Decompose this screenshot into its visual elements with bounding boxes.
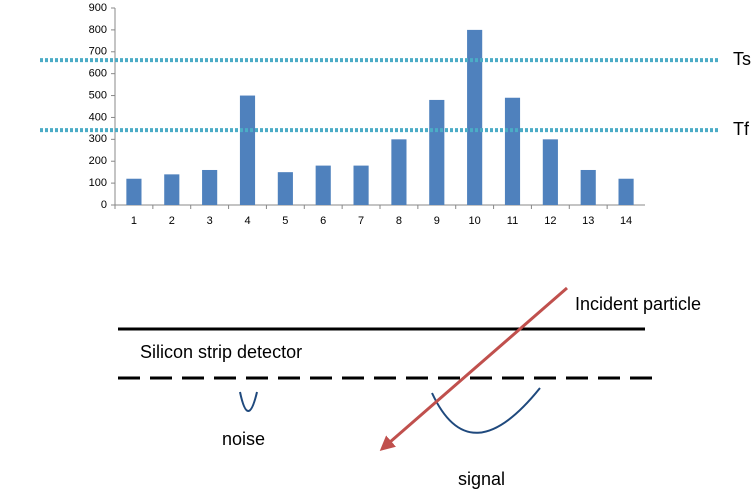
particle-label: Incident particle	[575, 294, 701, 314]
x-tick-label: 14	[620, 215, 632, 227]
bar	[504, 97, 521, 205]
x-tick-label: 5	[282, 215, 288, 227]
bar	[239, 95, 256, 205]
bar	[467, 29, 483, 206]
bar	[315, 165, 331, 205]
x-tick-label: 11	[507, 215, 518, 227]
x-tick-label: 13	[582, 215, 594, 227]
y-tick-label: 100	[89, 177, 107, 189]
x-tick-label: 6	[320, 215, 326, 227]
bar	[618, 178, 634, 205]
y-tick-label: 800	[89, 24, 107, 36]
x-tick-label: 8	[396, 215, 402, 227]
threshold-label: Ts	[733, 49, 751, 69]
y-tick-label: 0	[101, 199, 107, 211]
signal-label: signal	[458, 469, 505, 489]
noise-label: noise	[222, 429, 265, 449]
diagram: Incident particle Silicon strip detector…	[118, 286, 701, 489]
threshold-label: Tf	[733, 119, 750, 139]
bar	[542, 139, 558, 205]
particle-arrow	[379, 286, 568, 451]
bar	[277, 172, 293, 205]
x-tick-label: 3	[207, 215, 213, 227]
y-tick-label: 300	[89, 133, 107, 145]
y-tick-label: 400	[89, 111, 107, 123]
bar	[164, 174, 180, 205]
bar	[391, 139, 407, 205]
noise-pulse	[239, 391, 258, 412]
signal-pulse	[431, 387, 541, 434]
y-tick-label: 200	[89, 155, 107, 167]
y-tick-label: 700	[89, 46, 107, 58]
x-tick-label: 12	[544, 215, 556, 227]
bar	[202, 169, 218, 205]
detector-label: Silicon strip detector	[140, 342, 302, 362]
x-tick-label: 10	[469, 215, 481, 227]
bar	[580, 169, 596, 205]
x-tick-label: 4	[244, 215, 250, 227]
x-tick-label: 7	[358, 215, 364, 227]
y-tick-label: 900	[89, 2, 107, 14]
bar	[126, 178, 142, 205]
x-tick-label: 9	[434, 215, 440, 227]
x-tick-label: 2	[169, 215, 175, 227]
x-tick-label: 1	[131, 215, 137, 227]
y-tick-label: 600	[89, 68, 107, 80]
bar	[429, 99, 445, 205]
bar	[353, 165, 369, 205]
y-tick-label: 500	[89, 89, 107, 101]
